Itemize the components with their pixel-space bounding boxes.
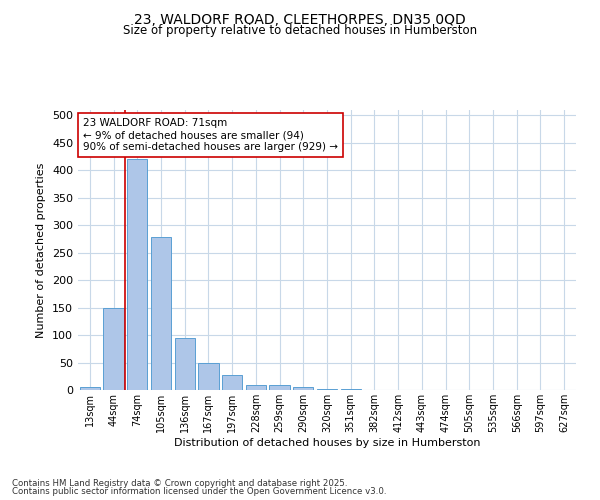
Bar xyxy=(293,388,313,390)
Bar xyxy=(199,362,218,390)
Bar xyxy=(269,384,290,390)
X-axis label: Distribution of detached houses by size in Humberston: Distribution of detached houses by size … xyxy=(174,438,480,448)
Bar xyxy=(127,160,148,390)
Text: Contains public sector information licensed under the Open Government Licence v3: Contains public sector information licen… xyxy=(12,487,386,496)
Text: Size of property relative to detached houses in Humberston: Size of property relative to detached ho… xyxy=(123,24,477,37)
Text: 23, WALDORF ROAD, CLEETHORPES, DN35 0QD: 23, WALDORF ROAD, CLEETHORPES, DN35 0QD xyxy=(134,12,466,26)
Bar xyxy=(317,389,337,390)
Text: Contains HM Land Registry data © Crown copyright and database right 2025.: Contains HM Land Registry data © Crown c… xyxy=(12,478,347,488)
Bar xyxy=(151,238,171,390)
Bar xyxy=(222,375,242,390)
Y-axis label: Number of detached properties: Number of detached properties xyxy=(37,162,46,338)
Bar xyxy=(103,308,124,390)
Bar xyxy=(246,384,266,390)
Bar xyxy=(175,338,195,390)
Text: 23 WALDORF ROAD: 71sqm
← 9% of detached houses are smaller (94)
90% of semi-deta: 23 WALDORF ROAD: 71sqm ← 9% of detached … xyxy=(83,118,338,152)
Bar xyxy=(80,388,100,390)
